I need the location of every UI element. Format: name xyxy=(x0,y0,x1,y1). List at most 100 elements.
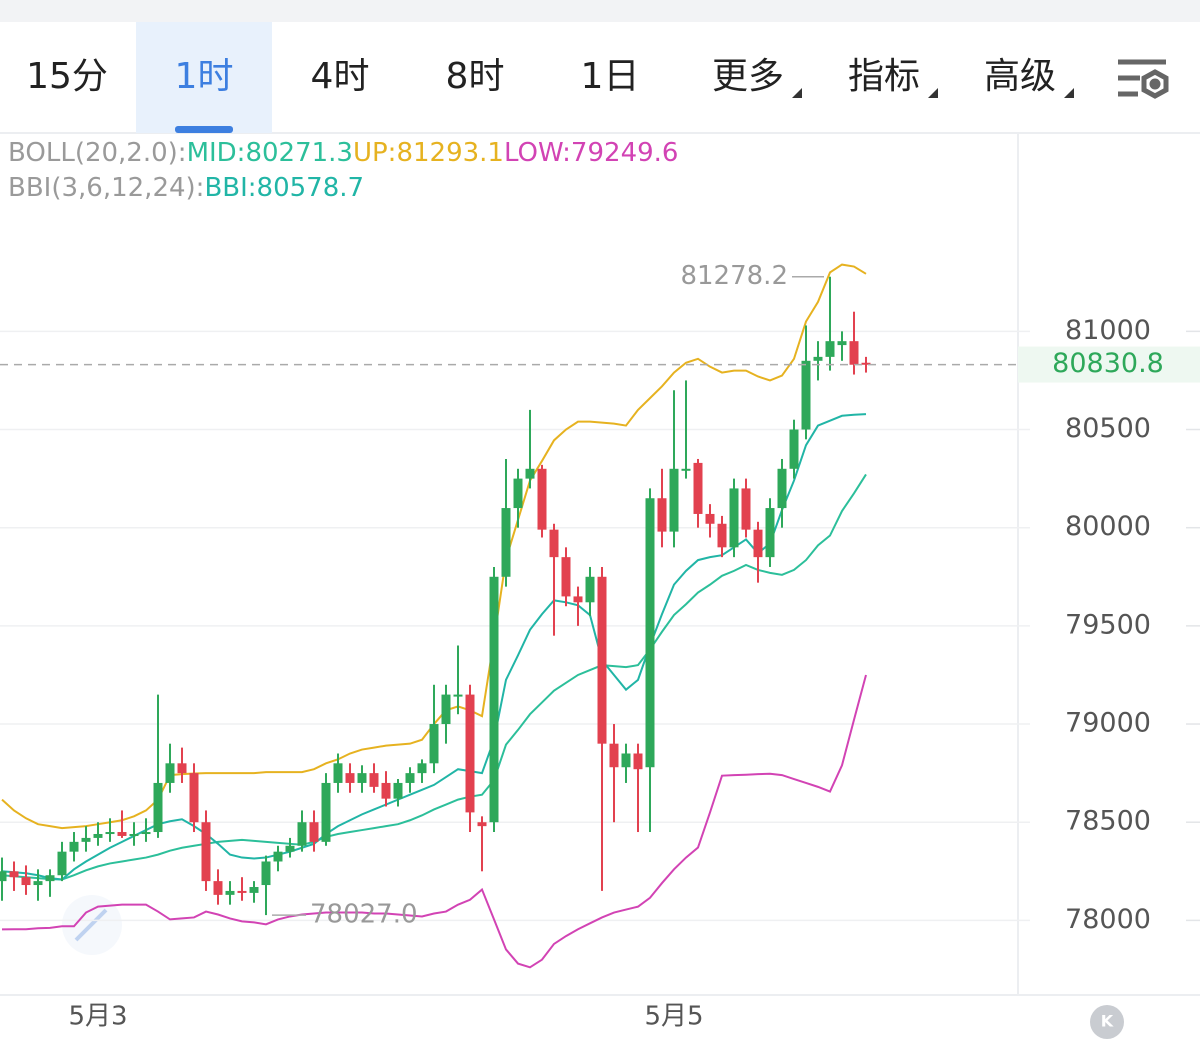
candle-body xyxy=(129,833,139,836)
candle-body xyxy=(813,356,823,361)
candle-body xyxy=(573,596,583,603)
candle-body xyxy=(501,508,511,577)
status-strip xyxy=(0,0,1200,22)
active-tab-indicator xyxy=(175,126,233,133)
candle-body xyxy=(621,753,631,768)
candle-body xyxy=(285,845,295,852)
candle-body xyxy=(741,488,751,530)
tab[interactable]: 更多 xyxy=(712,56,784,97)
candle-body xyxy=(489,576,499,823)
indicator-lines xyxy=(1,263,867,969)
candle-body xyxy=(225,890,235,895)
tab[interactable]: 高级 xyxy=(984,56,1056,97)
candle-body xyxy=(177,763,187,774)
candle-body xyxy=(789,429,799,469)
tab[interactable]: 15分 xyxy=(26,56,108,97)
svg-text:K: K xyxy=(1101,1012,1114,1031)
tab[interactable]: 指标 xyxy=(848,56,920,97)
y-tick-label: 81000 xyxy=(1065,315,1151,346)
candle-body xyxy=(273,851,283,862)
candle-body xyxy=(441,694,451,725)
candle-body xyxy=(465,694,475,813)
candle-body xyxy=(729,488,739,548)
indicator-value: MID:80271.3 xyxy=(187,138,353,168)
candle-body xyxy=(669,468,679,532)
x-tick-label: 5月5 xyxy=(644,1002,703,1032)
candle-body xyxy=(861,362,871,365)
candle-body xyxy=(837,341,847,346)
candle-body xyxy=(369,773,379,787)
y-tick-label: 80500 xyxy=(1065,413,1151,444)
candle-body xyxy=(765,508,775,558)
zoom-icon[interactable] xyxy=(62,895,122,955)
x-tick-label: 5月3 xyxy=(68,1002,127,1032)
dropdown-arrow xyxy=(928,88,938,98)
candle-body xyxy=(261,861,271,886)
dropdown-arrow xyxy=(792,88,802,98)
candle-body xyxy=(537,468,547,530)
candle-body xyxy=(93,833,103,838)
last-price-box xyxy=(1018,346,1200,383)
candle-body xyxy=(393,782,403,799)
candle-body xyxy=(141,832,151,835)
candle-body xyxy=(57,851,67,876)
candle-body xyxy=(321,782,331,842)
candle-body xyxy=(0,871,7,882)
active-tab-bg xyxy=(136,22,272,133)
candle-body xyxy=(681,468,691,471)
indicator-legend: BBI(3,6,12,24):BBI:80578.7 xyxy=(8,173,364,203)
candle-body xyxy=(705,513,715,524)
candle-body xyxy=(693,462,703,514)
candle-body xyxy=(21,877,31,886)
indicator-line xyxy=(1,674,867,969)
candle-body xyxy=(69,841,79,852)
y-tick-label: 78500 xyxy=(1065,806,1151,837)
indicator-value: LOW:79249.6 xyxy=(504,138,678,168)
candle-body xyxy=(213,881,223,895)
candle-body xyxy=(105,832,115,835)
candle-body xyxy=(645,498,655,768)
candle-body xyxy=(45,875,55,882)
indicator-line xyxy=(1,473,867,881)
y-tick-label: 78000 xyxy=(1065,904,1151,935)
tab[interactable]: 1时 xyxy=(175,56,234,97)
candle-body xyxy=(81,837,91,842)
collapse-button[interactable]: K xyxy=(1090,1005,1124,1039)
candle-body xyxy=(717,523,727,548)
candle-body xyxy=(849,341,859,365)
candle-body xyxy=(825,341,835,357)
candle-body xyxy=(249,887,259,893)
min-annotation: 78027.0 xyxy=(310,900,418,930)
candle-body xyxy=(309,822,319,842)
candle-body xyxy=(345,773,355,783)
candle-body xyxy=(801,360,811,430)
indicator-value: UP:81293.1 xyxy=(353,138,504,168)
tab[interactable]: 1日 xyxy=(581,56,640,97)
candle-body xyxy=(549,529,559,558)
candle-body xyxy=(597,576,607,744)
candle-body xyxy=(753,529,763,558)
tab[interactable]: 8时 xyxy=(446,56,505,97)
candle-body xyxy=(9,871,19,878)
indicator-legend: BOLL(20,2.0):MID:80271.3UP:81293.1LOW:79… xyxy=(8,138,678,168)
candle-body xyxy=(237,890,247,893)
candle-body xyxy=(297,822,307,846)
candles xyxy=(0,276,871,916)
candle-body xyxy=(117,832,127,836)
indicator-value: BBI:80578.7 xyxy=(204,173,364,203)
candle-body xyxy=(657,498,667,532)
candle-body xyxy=(429,724,439,764)
tab[interactable]: 4时 xyxy=(311,56,370,97)
last-price-label: 80830.8 xyxy=(1052,348,1164,379)
candle-body xyxy=(165,763,175,783)
dropdown-arrow xyxy=(1064,88,1074,98)
settings-icon[interactable] xyxy=(1118,59,1169,99)
indicator-name: BOLL(20,2.0): xyxy=(8,138,187,168)
indicator-name: BBI(3,6,12,24): xyxy=(8,173,204,203)
y-tick-label: 79500 xyxy=(1065,609,1151,640)
candle-body xyxy=(585,576,595,603)
max-annotation: 81278.2 xyxy=(680,261,788,291)
candle-body xyxy=(777,468,787,509)
candle-body xyxy=(405,773,415,783)
